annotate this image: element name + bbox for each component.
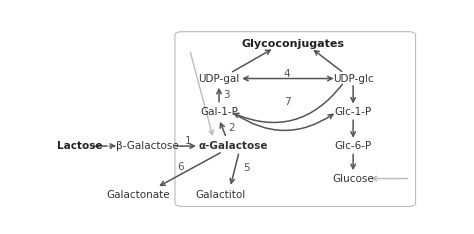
Text: Gal-1-P: Gal-1-P — [200, 107, 238, 117]
Text: α-Galactose: α-Galactose — [199, 141, 268, 151]
Text: 6: 6 — [177, 162, 184, 172]
Text: UDP-gal: UDP-gal — [199, 73, 240, 84]
Text: Galactonate: Galactonate — [107, 190, 170, 200]
Text: Glucose: Glucose — [332, 174, 374, 183]
Text: Glycoconjugates: Glycoconjugates — [241, 39, 344, 49]
Text: Glc-6-P: Glc-6-P — [335, 141, 372, 151]
Text: Lactose: Lactose — [57, 141, 102, 151]
Text: 4: 4 — [284, 69, 290, 79]
Text: 3: 3 — [223, 90, 230, 100]
Text: 1: 1 — [184, 136, 191, 146]
Text: 7: 7 — [284, 97, 290, 107]
Text: 2: 2 — [228, 123, 235, 133]
Text: 5: 5 — [243, 163, 250, 173]
Text: Galactitol: Galactitol — [196, 190, 246, 200]
Text: UDP-glc: UDP-glc — [333, 73, 374, 84]
Text: β-Galactose: β-Galactose — [116, 141, 179, 151]
Text: Glc-1-P: Glc-1-P — [335, 107, 372, 117]
